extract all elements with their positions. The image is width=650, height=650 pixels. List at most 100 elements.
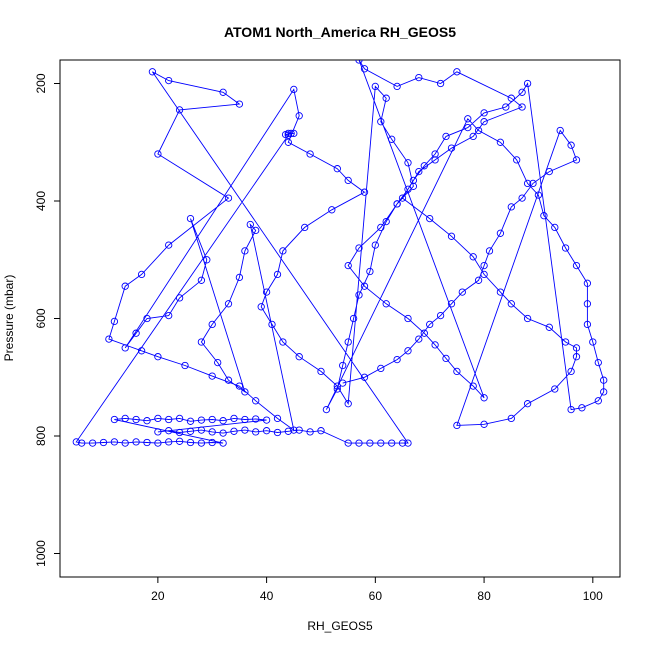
data-point [594, 358, 602, 367]
data-point [344, 261, 352, 270]
data-point [360, 373, 369, 381]
data-point [110, 438, 119, 446]
chart-title: ATOM1 North_America RH_GEOS5 [224, 24, 456, 40]
data-point [382, 300, 390, 308]
data-point [175, 294, 184, 302]
data-point [523, 79, 532, 88]
data-point [388, 439, 396, 447]
data-point [252, 428, 260, 436]
y-tick-label: 400 [34, 191, 48, 211]
y-axis: 200 400 600 800 1000 [34, 73, 61, 567]
data-point [583, 279, 592, 287]
data-point [382, 94, 390, 102]
data-point [132, 415, 140, 424]
data-point [431, 156, 439, 164]
data-point [154, 150, 162, 158]
series-polyline [75, 60, 605, 444]
data-point [295, 353, 303, 361]
data-point [224, 300, 233, 308]
data-point [165, 415, 173, 424]
data-point [474, 126, 483, 135]
data-point [377, 364, 385, 373]
data-point [540, 212, 548, 220]
data-point [436, 311, 445, 320]
data-point [197, 276, 206, 284]
data-point [561, 338, 570, 346]
data-point [480, 394, 488, 402]
data-point [409, 182, 418, 190]
data-point [589, 338, 597, 346]
data-point [281, 130, 290, 139]
data-point [344, 400, 352, 408]
data-point [507, 94, 515, 102]
data-point [78, 439, 86, 447]
data-point [523, 314, 532, 323]
data-point [186, 427, 195, 435]
data-point [583, 320, 592, 329]
x-axis: 20 40 60 80 100 [151, 576, 603, 603]
data-point [377, 118, 385, 126]
data-point [235, 273, 244, 282]
data-point [415, 73, 423, 82]
data-point [415, 167, 423, 176]
data-point [502, 103, 510, 111]
data-point [137, 347, 146, 355]
data-point [279, 338, 287, 346]
data-point [132, 438, 140, 446]
data-point [165, 438, 173, 446]
x-tick-label: 20 [151, 589, 165, 603]
data-point [360, 188, 369, 196]
data-point [458, 288, 466, 296]
data-point [219, 429, 227, 437]
data-point [175, 106, 184, 114]
data-point [137, 270, 146, 279]
data-point [453, 367, 461, 376]
data-point [447, 300, 456, 308]
data-point [208, 438, 216, 447]
x-axis-label: RH_GEOS5 [307, 619, 373, 633]
data-point [148, 68, 157, 76]
data-point [529, 179, 537, 188]
data-point [279, 247, 287, 255]
data-point [219, 417, 227, 425]
data-point [600, 388, 608, 396]
data-point [328, 206, 336, 214]
data-point [284, 138, 292, 146]
data-point [273, 428, 282, 437]
data-point [507, 300, 515, 308]
data-point [583, 300, 592, 308]
data-point [317, 427, 325, 435]
y-tick-label: 200 [34, 73, 48, 93]
data-point [496, 138, 505, 146]
data-point [355, 291, 363, 299]
data-point [404, 347, 412, 355]
data-point [241, 426, 249, 434]
data-point [480, 118, 488, 126]
data-point [154, 414, 162, 423]
data-point [88, 439, 97, 447]
data-point [480, 109, 488, 117]
series-points [72, 60, 608, 447]
data-point [208, 372, 216, 380]
data-point [339, 361, 347, 370]
data-point [214, 358, 222, 367]
data-point [99, 438, 108, 447]
data-point [230, 414, 238, 423]
data-point [507, 203, 515, 211]
data-point [572, 156, 581, 164]
data-point [175, 414, 184, 423]
data-point [572, 344, 581, 352]
data-point [398, 194, 407, 202]
data-point [594, 397, 602, 405]
data-point [333, 165, 341, 173]
data-point [355, 60, 363, 64]
data-point [469, 253, 477, 261]
data-point [551, 223, 559, 232]
data-point [545, 323, 553, 331]
data-point [523, 400, 532, 408]
data-point [355, 244, 363, 252]
data-point [197, 338, 206, 346]
data-point [349, 314, 358, 323]
data-point [426, 214, 434, 223]
